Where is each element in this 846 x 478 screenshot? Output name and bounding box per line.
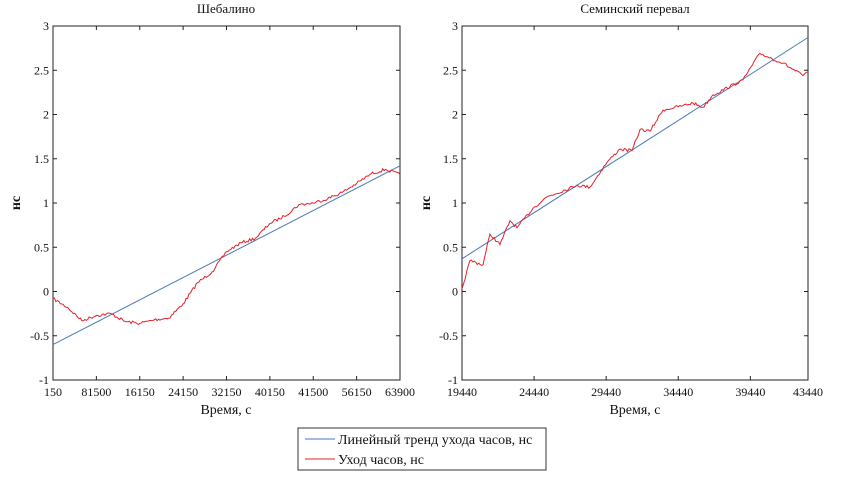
x-tick-label: 41500	[298, 385, 328, 399]
plot-area-frame	[461, 25, 809, 381]
x-tick-label: 24150	[168, 385, 198, 399]
x-tick-label: 150	[44, 385, 62, 399]
chart-seminsky-pass: Семинский перевал Время, с нс -1 -0.5 0 0.5…	[419, 1, 823, 418]
x-tick-label: 16150	[125, 385, 155, 399]
y-tick-label: 3	[452, 19, 458, 33]
y-tick-label: 0	[43, 285, 49, 299]
legend-box	[297, 427, 547, 471]
y-tick-label: 1	[43, 196, 49, 210]
x-tick-label: 63900	[385, 385, 415, 399]
plot-area-frame	[52, 25, 401, 381]
x-tick-label: 39440	[735, 385, 765, 399]
y-tick-label: -0.5	[439, 329, 458, 343]
trend-line	[52, 165, 401, 346]
y-tick-label: 1.5	[34, 152, 49, 166]
x-tick-label: 32150	[212, 385, 242, 399]
trend-line	[461, 37, 809, 260]
x-tick-label: 81500	[81, 385, 111, 399]
y-tick-label: 0.5	[34, 240, 49, 254]
x-tick-label: 56150	[342, 385, 372, 399]
legend-label-drift: Уход часов, нс	[338, 453, 424, 468]
y-axis-label: нс	[9, 196, 24, 210]
chart-shebalino: Шебалино Время, с нс -1 -0.5 0 0.5 1 1.5 2 2.5 3…	[9, 1, 415, 418]
y-tick-label: 2.5	[443, 63, 458, 77]
y-tick-label: 2	[452, 108, 458, 122]
y-tick-label: 2	[43, 108, 49, 122]
y-tick-label: -1	[448, 373, 458, 387]
clock-drift-line	[52, 167, 401, 326]
y-axis-label: нс	[419, 196, 434, 210]
x-tick-label: 19440	[447, 385, 477, 399]
y-tick-label: 0.5	[443, 240, 458, 254]
x-tick-label: 24440	[519, 385, 549, 399]
x-axis-label: Время, с	[200, 403, 251, 418]
y-tick-label: 2.5	[34, 63, 49, 77]
y-tick-label: 1.5	[443, 152, 458, 166]
y-tick-label: -0.5	[30, 329, 49, 343]
legend: Линейный тренд ухода часов, нс Уход часо…	[297, 427, 547, 471]
chart-title: Шебалино	[197, 1, 255, 16]
y-tick-label: 1	[452, 196, 458, 210]
x-tick-label: 40150	[255, 385, 285, 399]
x-axis-label: Время, с	[609, 403, 660, 418]
x-tick-label: 43440	[793, 385, 823, 399]
x-tick-label: 34440	[663, 385, 693, 399]
y-tick-label: 0	[452, 285, 458, 299]
y-tick-label: 3	[43, 19, 49, 33]
chart-title: Семинский перевал	[580, 1, 690, 16]
clock-drift-line	[461, 52, 809, 289]
legend-label-trend: Линейный тренд ухода часов, нс	[338, 433, 532, 448]
y-tick-label: -1	[39, 373, 49, 387]
x-tick-label: 29440	[591, 385, 621, 399]
